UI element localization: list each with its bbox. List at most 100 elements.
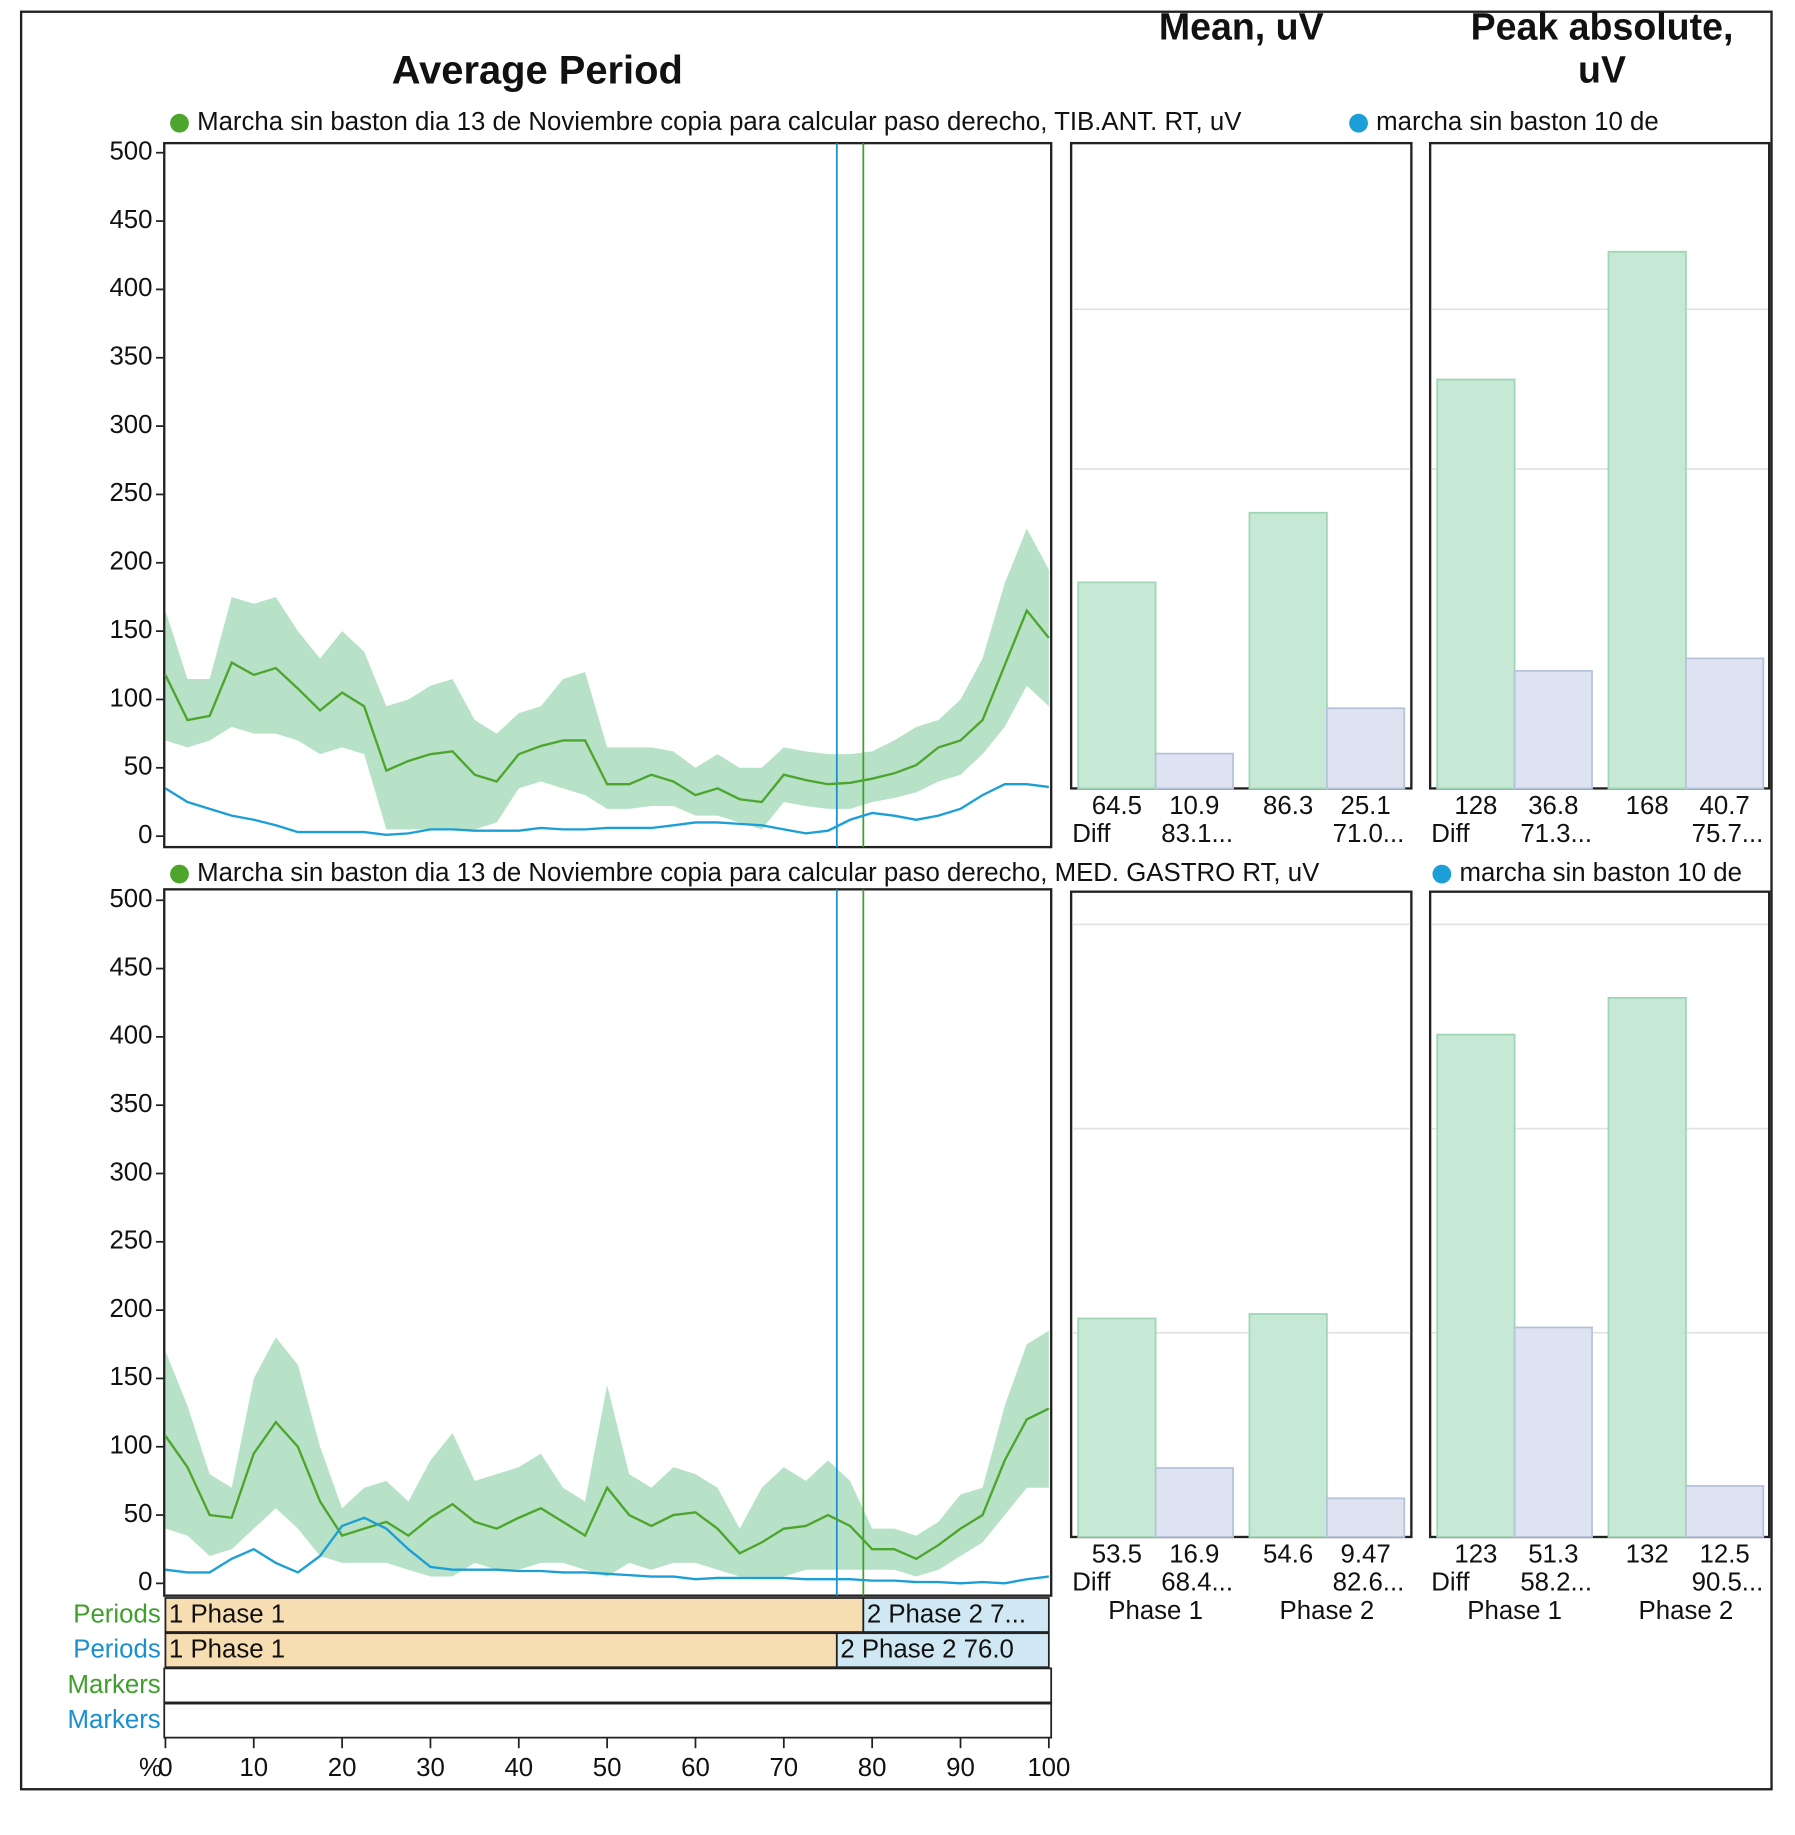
- diff-value: 90.5...: [1692, 1569, 1764, 1597]
- x-tick-label: 10: [239, 1754, 268, 1782]
- legend-label: marcha sin baston 10 de: [1376, 108, 1659, 136]
- value-label: 16.9: [1169, 1541, 1219, 1569]
- category-label: Phase 2: [1280, 1597, 1375, 1625]
- y-tick-label: 150: [109, 616, 152, 644]
- y-tick-label: 200: [109, 548, 152, 576]
- marker-row: [163, 1702, 1053, 1739]
- category-label: Phase 2: [1639, 1597, 1734, 1625]
- x-tick-label: 70: [769, 1754, 798, 1782]
- period-segment-label: 1 Phase 1: [169, 1636, 285, 1664]
- series-line: [165, 1516, 1049, 1585]
- y-tick-label: 450: [109, 206, 152, 234]
- bar: [1436, 378, 1516, 790]
- category-label: Phase 1: [1467, 1597, 1562, 1625]
- marker-row-label: Markers: [68, 1706, 161, 1734]
- chart-title: Peak absolute,: [1471, 5, 1734, 47]
- bar: [1154, 1467, 1234, 1538]
- y-tick-label: 350: [109, 343, 152, 371]
- period-segment: [862, 1597, 1050, 1633]
- x-tick-label: 60: [681, 1754, 710, 1782]
- bar: [1607, 996, 1687, 1538]
- value-label: 25.1: [1340, 792, 1390, 820]
- value-label: 128: [1454, 792, 1497, 820]
- legend-label: marcha sin baston 10 de: [1459, 859, 1742, 887]
- diff-label: Diff: [1072, 820, 1111, 848]
- y-tick-label: 450: [109, 953, 152, 981]
- y-tick-label: 500: [109, 138, 152, 166]
- bar-panel: [1069, 141, 1413, 790]
- legend-dot: [170, 864, 189, 884]
- y-tick-label: 100: [109, 1432, 152, 1460]
- diff-value: 68.4...: [1161, 1569, 1233, 1597]
- y-tick-label: 350: [109, 1090, 152, 1118]
- diff-value: 82.6...: [1333, 1569, 1405, 1597]
- value-label: 86.3: [1263, 792, 1313, 820]
- y-tick-label: 400: [109, 274, 152, 302]
- period-row-label: Periods: [73, 1636, 160, 1664]
- value-label: 12.5: [1699, 1541, 1749, 1569]
- legend-label: Marcha sin baston dia 13 de Noviembre co…: [197, 108, 1242, 136]
- x-tick-label: 30: [416, 1754, 445, 1782]
- value-label: 53.5: [1092, 1541, 1142, 1569]
- y-tick-label: 200: [109, 1295, 152, 1323]
- bar: [1077, 581, 1157, 790]
- y-tick-label: 100: [109, 684, 152, 712]
- y-tick-label: 250: [109, 1227, 152, 1255]
- x-tick-label: 80: [858, 1754, 887, 1782]
- category-label: Phase 1: [1108, 1597, 1203, 1625]
- diff-value: 71.3...: [1520, 820, 1592, 848]
- y-tick-label: 250: [109, 479, 152, 507]
- bar: [1077, 1317, 1157, 1538]
- diff-value: 58.2...: [1520, 1569, 1592, 1597]
- y-tick-label: 50: [124, 1500, 153, 1528]
- value-label: 132: [1626, 1541, 1669, 1569]
- chart-title: Average Period: [392, 48, 683, 92]
- value-label: 168: [1626, 792, 1669, 820]
- bar: [1436, 1033, 1516, 1538]
- x-tick-label: 20: [328, 1754, 357, 1782]
- sd-band: [165, 528, 1049, 830]
- x-axis-unit: %: [139, 1754, 162, 1782]
- legend-dot: [170, 113, 189, 133]
- legend-dot: [1349, 113, 1368, 133]
- x-tick-label: 0: [158, 1754, 172, 1782]
- value-label: 36.8: [1528, 792, 1578, 820]
- diff-value: 83.1...: [1161, 820, 1233, 848]
- period-segment-label: 2 Phase 2 7...: [867, 1600, 1026, 1628]
- period-segment-label: 2 Phase 2 76.0: [840, 1636, 1014, 1664]
- y-tick-label: 300: [109, 411, 152, 439]
- y-tick-label: 300: [109, 1158, 152, 1186]
- y-tick-label: 500: [109, 885, 152, 913]
- diff-value: 71.0...: [1333, 820, 1405, 848]
- x-tick-label: 40: [504, 1754, 533, 1782]
- y-tick-label: 400: [109, 1022, 152, 1050]
- bar: [1607, 250, 1687, 790]
- diff-label: Diff: [1072, 1569, 1111, 1597]
- value-label: 9.47: [1340, 1541, 1390, 1569]
- y-tick-label: 0: [138, 1568, 152, 1596]
- diff-label: Diff: [1431, 1569, 1470, 1597]
- x-tick-label: 50: [593, 1754, 622, 1782]
- marker-row-label: Markers: [68, 1671, 161, 1699]
- period-segment: [835, 1632, 1050, 1669]
- series-line: [164, 608, 1050, 804]
- value-label: 123: [1454, 1541, 1497, 1569]
- y-tick-label: 50: [124, 753, 153, 781]
- bar: [1513, 1326, 1593, 1538]
- x-tick-label: 90: [946, 1754, 975, 1782]
- period-segment: [164, 1597, 865, 1633]
- value-label: 64.5: [1092, 792, 1142, 820]
- series-line: [164, 783, 1049, 836]
- diff-value: 75.7...: [1692, 820, 1764, 848]
- bar: [1326, 707, 1406, 790]
- bar: [1248, 511, 1328, 790]
- outer-frame: [19, 10, 1773, 1791]
- y-tick-label: 0: [138, 821, 152, 849]
- legend-label: Marcha sin baston dia 13 de Noviembre co…: [197, 859, 1320, 887]
- value-label: 54.6: [1263, 1541, 1313, 1569]
- marker-row: [163, 1667, 1053, 1704]
- x-tick-label: 100: [1027, 1754, 1070, 1782]
- bar: [1248, 1313, 1328, 1538]
- bar: [1154, 752, 1234, 790]
